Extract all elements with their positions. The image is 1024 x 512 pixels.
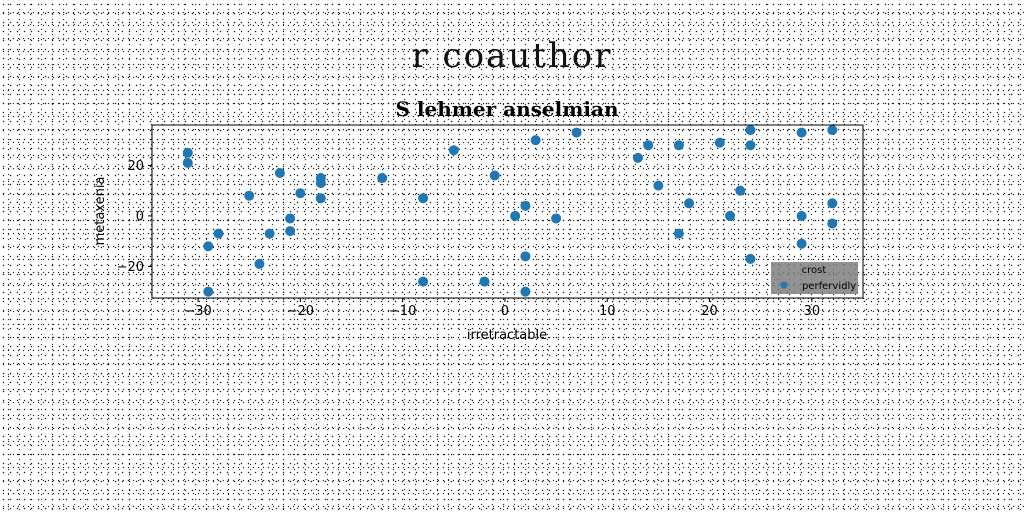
data-point bbox=[274, 167, 285, 178]
legend-box bbox=[771, 262, 858, 294]
data-point bbox=[735, 185, 746, 196]
x-tick-label: 0 bbox=[501, 304, 509, 319]
x-tick-label: −30 bbox=[184, 304, 211, 319]
data-point bbox=[295, 188, 306, 199]
data-point bbox=[182, 147, 193, 158]
legend-entry-label: perfervidly bbox=[802, 281, 856, 292]
data-point bbox=[796, 127, 807, 138]
data-point bbox=[244, 190, 255, 201]
x-tick-label: 10 bbox=[599, 304, 616, 319]
data-point bbox=[796, 210, 807, 221]
data-point bbox=[448, 145, 459, 156]
x-tick-label: 20 bbox=[701, 304, 718, 319]
chart-title: S lehmer anselmian bbox=[396, 97, 619, 121]
data-point bbox=[745, 140, 756, 151]
data-point bbox=[418, 193, 429, 204]
data-point bbox=[377, 173, 388, 184]
data-point bbox=[827, 125, 838, 136]
data-point bbox=[745, 125, 756, 136]
data-point bbox=[418, 276, 429, 287]
y-tick-label: 20 bbox=[127, 159, 144, 174]
y-axis-label: metaxenia bbox=[93, 177, 108, 246]
data-point bbox=[520, 200, 531, 211]
legend: crost perfervidly bbox=[771, 262, 858, 294]
data-point bbox=[673, 140, 684, 151]
data-point bbox=[285, 226, 296, 237]
axis-ticks: −30 −20 −10 0 10 20 30 −20 0 20 bbox=[117, 159, 821, 319]
data-point bbox=[264, 228, 275, 239]
x-tick-label: 30 bbox=[804, 304, 821, 319]
data-point bbox=[489, 170, 500, 181]
data-point bbox=[653, 180, 664, 191]
data-point bbox=[632, 152, 643, 163]
data-point bbox=[315, 193, 326, 204]
data-point bbox=[203, 241, 214, 252]
x-axis-label: irretractable bbox=[467, 328, 547, 343]
data-point bbox=[827, 218, 838, 229]
y-tick-label: 0 bbox=[136, 209, 144, 224]
data-point bbox=[315, 178, 326, 189]
data-points bbox=[182, 125, 838, 297]
data-point bbox=[725, 210, 736, 221]
data-point bbox=[520, 251, 531, 262]
data-point bbox=[571, 127, 582, 138]
data-point bbox=[530, 135, 541, 146]
data-point bbox=[520, 286, 531, 297]
data-point bbox=[673, 228, 684, 239]
data-point bbox=[827, 198, 838, 209]
plot-frame bbox=[151, 124, 864, 299]
x-tick-label: −10 bbox=[389, 304, 416, 319]
data-point bbox=[745, 253, 756, 264]
data-point bbox=[684, 198, 695, 209]
data-point bbox=[510, 210, 521, 221]
figure-title: r coauthor bbox=[411, 36, 613, 76]
data-point bbox=[479, 276, 490, 287]
y-tick-label: −20 bbox=[117, 260, 144, 275]
data-point bbox=[714, 137, 725, 148]
data-point bbox=[643, 140, 654, 151]
data-point bbox=[285, 213, 296, 224]
data-point bbox=[551, 213, 562, 224]
data-point bbox=[796, 238, 807, 249]
x-tick-label: −20 bbox=[287, 304, 314, 319]
data-point bbox=[182, 157, 193, 168]
legend-marker bbox=[780, 281, 788, 289]
data-point bbox=[254, 258, 265, 269]
data-point bbox=[203, 286, 214, 297]
data-point bbox=[213, 228, 224, 239]
legend-title: crost bbox=[802, 265, 827, 276]
